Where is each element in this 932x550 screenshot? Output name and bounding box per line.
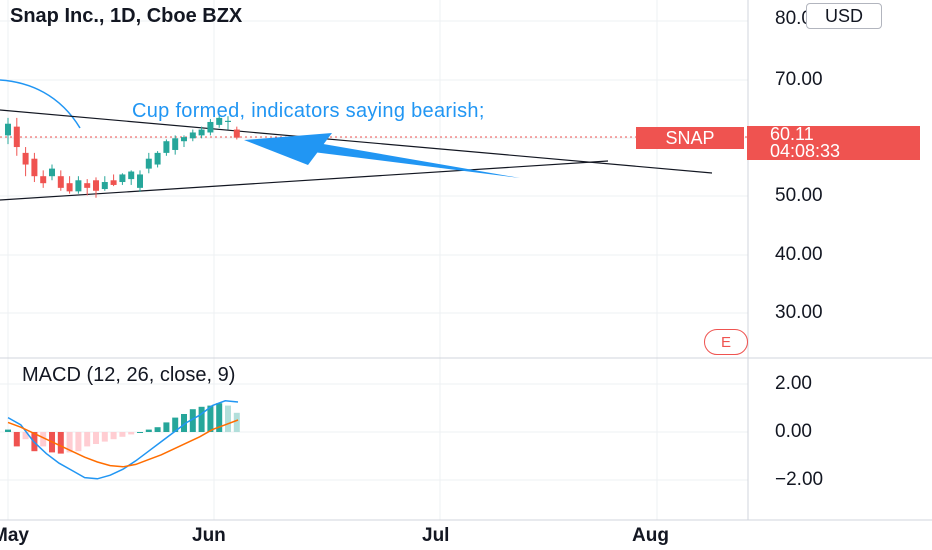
last-price-tag: 60.11 04:08:33 xyxy=(747,124,920,161)
macd-hist-bar xyxy=(163,422,170,432)
macd-hist-bar xyxy=(145,429,152,432)
time-tick: May xyxy=(0,525,29,546)
arrow-shaft[interactable] xyxy=(297,140,520,178)
candle-body xyxy=(57,176,64,188)
candle-body xyxy=(233,129,240,138)
macd-hist-bar xyxy=(198,406,205,432)
last-price-value: 60.11 xyxy=(770,124,814,144)
macd-hist-bar xyxy=(189,409,196,432)
macd-hist-bar xyxy=(93,432,99,444)
candles xyxy=(5,116,240,198)
signal-line xyxy=(7,419,239,468)
macd-hist-bar xyxy=(13,432,20,447)
candle-body xyxy=(181,137,187,142)
candle-body xyxy=(119,174,126,183)
macd-tick: −2.00 xyxy=(775,469,824,490)
time-tick: Aug xyxy=(632,525,669,546)
grid xyxy=(0,0,748,520)
chart-legend-title: Snap Inc., 1D, Cboe BZX xyxy=(10,5,243,27)
candle-body xyxy=(163,141,170,153)
candle-body xyxy=(93,180,99,191)
candle-body xyxy=(225,120,231,122)
macd-hist-bar xyxy=(75,432,82,452)
price-tick: 50.00 xyxy=(775,185,823,206)
macd-tick: 2.00 xyxy=(775,373,812,394)
macd-hist-bar xyxy=(40,432,47,447)
candle-body xyxy=(189,132,196,139)
macd-hist-bar xyxy=(110,432,117,440)
candle-body xyxy=(207,121,214,133)
candle-body xyxy=(198,129,205,136)
price-tick: 30.00 xyxy=(775,302,823,323)
candle-body xyxy=(110,180,117,185)
candle-body xyxy=(137,174,143,188)
candle-body xyxy=(49,168,55,177)
macd-hist-bar xyxy=(5,429,11,432)
macd-hist-bar xyxy=(66,432,73,453)
time-tick: Jul xyxy=(422,525,450,546)
earnings-badge[interactable]: E xyxy=(704,329,748,355)
macd-hist-bar xyxy=(233,412,240,432)
candle-body xyxy=(145,158,152,169)
arrow-head[interactable] xyxy=(244,133,332,165)
macd-hist-bar xyxy=(137,432,143,433)
macd-hist-bar xyxy=(207,405,214,432)
candle-body xyxy=(216,117,223,125)
candle-body xyxy=(172,138,179,150)
candle-body xyxy=(154,152,161,165)
price-tick: 40.00 xyxy=(775,244,823,265)
arrow-drawing[interactable] xyxy=(244,133,520,178)
price-tick: 70.00 xyxy=(775,69,823,90)
candle-body xyxy=(13,126,20,148)
macd-hist-bar xyxy=(101,432,108,442)
macd-tick: 0.00 xyxy=(775,421,812,442)
macd-hist-bar xyxy=(128,432,135,435)
time-tick: Jun xyxy=(192,525,226,546)
candle-body xyxy=(31,158,38,177)
candle-body xyxy=(66,183,73,192)
candle-body xyxy=(22,152,29,165)
macd-hist-bar xyxy=(57,432,64,454)
macd-hist-bar xyxy=(119,432,126,437)
candle-body xyxy=(5,123,11,136)
bar-countdown: 04:08:33 xyxy=(770,141,841,161)
candle-body xyxy=(84,183,91,188)
candle-body xyxy=(75,180,82,192)
candle-body xyxy=(101,182,108,190)
candle-body xyxy=(40,176,47,184)
macd-legend[interactable]: MACD (12, 26, close, 9) xyxy=(22,364,236,386)
macd-hist-bar xyxy=(225,405,231,432)
macd-hist-bar xyxy=(84,432,91,447)
drawings[interactable] xyxy=(0,79,713,201)
cup-arc[interactable] xyxy=(0,79,81,129)
macd-hist-bar xyxy=(22,432,29,440)
currency-button[interactable]: USD xyxy=(806,3,882,29)
annotation-text[interactable]: Cup formed, indicators saying bearish; xyxy=(132,100,485,122)
macd-hist-bar xyxy=(181,414,187,432)
macd-line xyxy=(7,400,239,480)
trendline-lower[interactable] xyxy=(0,160,609,201)
symbol-tag: SNAP xyxy=(636,127,744,149)
candle-body xyxy=(128,171,135,180)
macd-hist-bar xyxy=(216,403,223,432)
macd-hist-bar xyxy=(154,427,161,432)
macd-hist-bar xyxy=(172,417,179,432)
